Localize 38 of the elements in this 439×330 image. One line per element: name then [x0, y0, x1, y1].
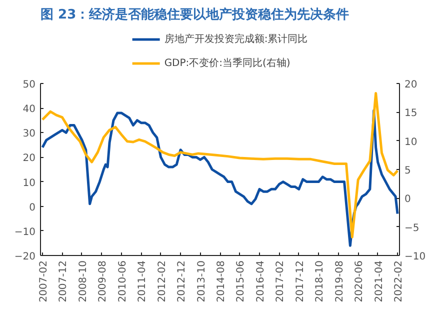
x-tick-label: 2017-12 [294, 260, 306, 302]
x-tick-label: 2013-10 [196, 260, 208, 302]
x-tick-label: 2018-10 [314, 260, 326, 302]
legend-label: 房地产开发投资完成额:累计同比 [164, 32, 308, 46]
y2-tick-label: 10 [404, 136, 418, 148]
line-series [41, 92, 399, 238]
x-tick-label: 2016-04 [255, 260, 266, 302]
x-tick-label: 2015-06 [236, 260, 247, 302]
x-tick-label: 2022-02 [394, 260, 405, 302]
x-tick-label: 2008-10 [78, 260, 89, 302]
x-tick-label: 2007-12 [58, 260, 70, 302]
x-tick-label: 2011-04 [137, 260, 148, 302]
y2-tick-label: −5 [404, 222, 420, 234]
x-tick-label: 2010-06 [117, 260, 128, 302]
y-tick-label: 50 [22, 80, 36, 90]
y-tick-label: −10 [14, 226, 36, 238]
y-tick-label: 20 [22, 153, 36, 164]
x-tick-label: 2012-02 [156, 260, 168, 302]
y-tick-label: 0 [29, 202, 36, 214]
y-tick-label: 30 [22, 128, 36, 140]
y2-tick-label: 15 [404, 108, 418, 120]
y2-tick-label: −10 [404, 252, 426, 262]
x-tick-label: 2021-04 [374, 260, 385, 302]
x-tick-label: 2019-08 [334, 260, 346, 302]
y2-tick-label: 0 [404, 194, 411, 206]
y2-tick-label: 5 [404, 166, 411, 176]
legend-label: GDP:不变价:当季同比(右轴) [164, 56, 290, 70]
y-tick-label: 10 [22, 178, 36, 189]
x-tick-label: 2012-12 [176, 260, 188, 302]
y-tick-label: −20 [14, 252, 36, 262]
y2-tick-label: 20 [404, 80, 418, 90]
x-tick-label: 2020-06 [354, 260, 366, 302]
y-tick-label: 40 [22, 104, 36, 116]
x-tick-label: 2014-08 [216, 260, 227, 302]
x-tick-label: 2009-08 [98, 260, 109, 302]
x-tick-label: 2017-02 [275, 260, 286, 302]
x-tick-label: 2007-02 [38, 260, 50, 302]
chart-title: 图 23：经济是否能稳住要以地产投资稳住为先决条件 [40, 6, 350, 22]
